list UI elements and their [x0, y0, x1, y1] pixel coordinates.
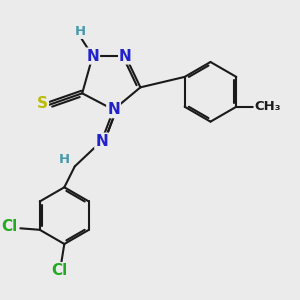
Text: N: N [86, 49, 99, 64]
Text: Cl: Cl [52, 263, 68, 278]
Text: H: H [75, 25, 86, 38]
Text: N: N [95, 134, 108, 148]
Text: Cl: Cl [1, 219, 17, 234]
Text: N: N [119, 49, 132, 64]
Text: CH₃: CH₃ [254, 100, 281, 113]
Text: N: N [107, 102, 120, 117]
Text: H: H [59, 153, 70, 166]
Text: S: S [37, 96, 48, 111]
